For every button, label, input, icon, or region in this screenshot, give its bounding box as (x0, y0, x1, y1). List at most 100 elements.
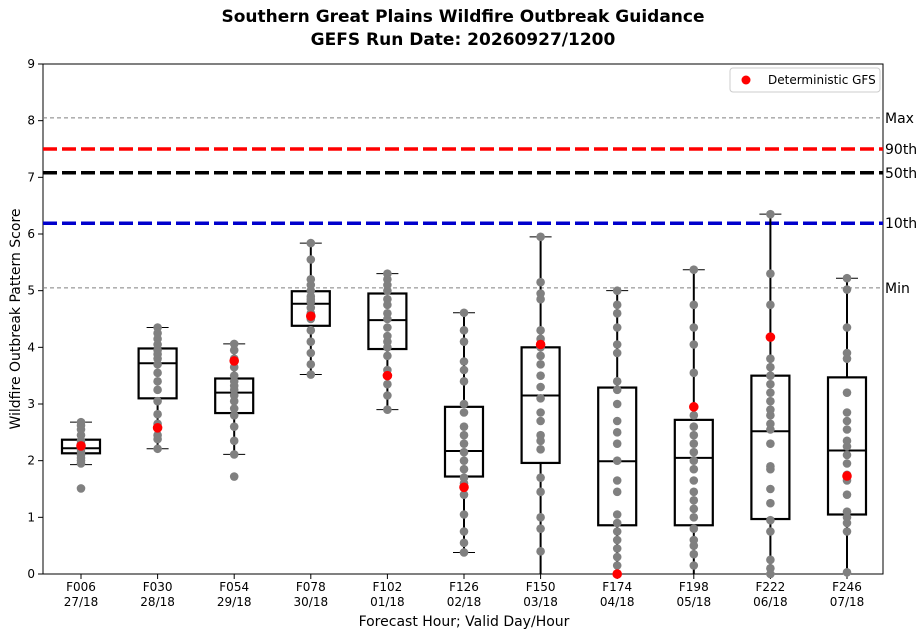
ensemble-member-point (229, 422, 239, 431)
box-group-f150 (520, 232, 561, 575)
ensemble-member-point (229, 404, 239, 413)
ensemble-member-point (766, 354, 775, 363)
ensemble-member-point (842, 527, 852, 536)
ensemble-member-point (689, 456, 699, 465)
ensemble-member-point (842, 408, 852, 417)
ensemble-member-point (842, 490, 852, 499)
x-tick-label-hour: F102 (372, 580, 402, 594)
ensemble-member-point (766, 371, 775, 380)
ensemble-member-point (612, 348, 622, 358)
ensemble-member-point (689, 487, 699, 497)
x-tick-label-hour: F174 (602, 580, 632, 594)
ensemble-member-point (536, 513, 545, 522)
ensemble-member-point (306, 348, 316, 358)
y-tick-label: 8 (27, 114, 35, 128)
ensemble-member-point (766, 388, 775, 397)
ensemble-member-point (383, 331, 392, 341)
ensemble-member-point (689, 422, 699, 431)
ensemble-member-point (229, 411, 239, 420)
ensemble-member-point (612, 487, 622, 497)
ensemble-member-point (459, 447, 469, 457)
ensemble-member-point (612, 518, 622, 528)
ensemble-member-point (766, 515, 775, 525)
box-group-f078 (290, 238, 331, 379)
ensemble-member-point (766, 396, 775, 406)
y-tick-label: 2 (27, 454, 35, 468)
ensemble-member-point (459, 357, 469, 366)
ensemble-member-point (689, 300, 699, 310)
ensemble-member-point (689, 265, 699, 275)
x-tick-label-valid: 28/18 (140, 595, 175, 609)
ensemble-member-point (612, 377, 622, 386)
deterministic-gfs-point (76, 441, 86, 451)
ensemble-member-point (383, 309, 392, 318)
ensemble-member-point (612, 428, 622, 437)
reference-lines: Max 90th 50th 10th Min (43, 111, 917, 297)
ensemble-member-point (459, 473, 469, 482)
reference-label-min: Min (885, 281, 910, 297)
ensemble-member-point (459, 439, 469, 448)
y-axis: 0 1 2 3 4 5 6 7 8 9 (27, 57, 43, 581)
y-tick-label: 7 (27, 170, 35, 184)
y-axis-label: Wildfire Outbreak Pattern Score (8, 208, 24, 429)
ensemble-member-point (459, 377, 469, 386)
ensemble-member-point (459, 430, 469, 440)
ensemble-member-point (766, 555, 775, 565)
ensemble-member-point (842, 416, 852, 426)
ensemble-member-point (842, 450, 852, 460)
ensemble-member-point (459, 308, 469, 318)
ensemble-member-point (536, 487, 545, 497)
ensemble-member-point (536, 547, 545, 556)
ensemble-member-point (459, 464, 469, 474)
ensemble-member-point (612, 385, 622, 395)
x-tick-label-hour: F006 (66, 580, 96, 594)
ensemble-member-point (459, 337, 469, 346)
ensemble-member-point (459, 456, 469, 465)
ensemble-member-point (536, 371, 545, 380)
ensemble-member-point (612, 544, 622, 553)
ensemble-member-point (536, 277, 545, 287)
ensemble-member-point (76, 417, 86, 427)
ensemble-member-point (459, 399, 469, 409)
ensemble-member-point (766, 527, 775, 536)
ensemble-member-point (306, 238, 316, 248)
ensemble-member-point (689, 439, 699, 448)
box-group-f006 (60, 417, 102, 493)
ensemble-member-point (612, 439, 622, 448)
ensemble-member-point (612, 309, 622, 318)
chart-title: Southern Great Plains Wildfire Outbreak … (222, 7, 705, 27)
ensemble-member-point (766, 405, 775, 414)
ensemble-member-point (383, 379, 392, 389)
ensemble-member-point (383, 323, 392, 332)
ensemble-member-point (536, 351, 545, 361)
ensemble-member-point (536, 524, 545, 533)
deterministic-gfs-point (152, 423, 163, 433)
ensemble-member-point (459, 527, 469, 536)
ensemble-member-point (689, 447, 699, 457)
ensemble-member-point (842, 568, 852, 577)
x-tick-label-valid: 30/18 (294, 595, 329, 609)
ensemble-member-point (689, 561, 699, 570)
ensemble-member-point (306, 337, 316, 346)
ensemble-member-point (612, 535, 622, 545)
x-tick-label-hour: F150 (526, 580, 556, 594)
ensemble-member-point (306, 275, 316, 284)
ensemble-member-point (306, 255, 316, 264)
box-group-f246 (826, 273, 868, 577)
ensemble-member-point (689, 524, 699, 533)
ensemble-member-point (842, 273, 852, 283)
ensemble-member-point (612, 340, 622, 349)
ensemble-member-point (689, 323, 699, 332)
ensemble-member-point (612, 399, 622, 409)
ensemble-member-point (612, 300, 622, 310)
ensemble-member-point (536, 382, 545, 392)
legend-entry-deterministic: Deterministic GFS (768, 73, 876, 87)
ensemble-member-point (153, 430, 162, 440)
ensemble-member-point (612, 552, 622, 562)
x-tick-label-hour: F030 (143, 580, 173, 594)
ensemble-member-point (153, 323, 162, 332)
ensemble-member-point (536, 408, 545, 417)
ensemble-member-point (766, 209, 775, 219)
